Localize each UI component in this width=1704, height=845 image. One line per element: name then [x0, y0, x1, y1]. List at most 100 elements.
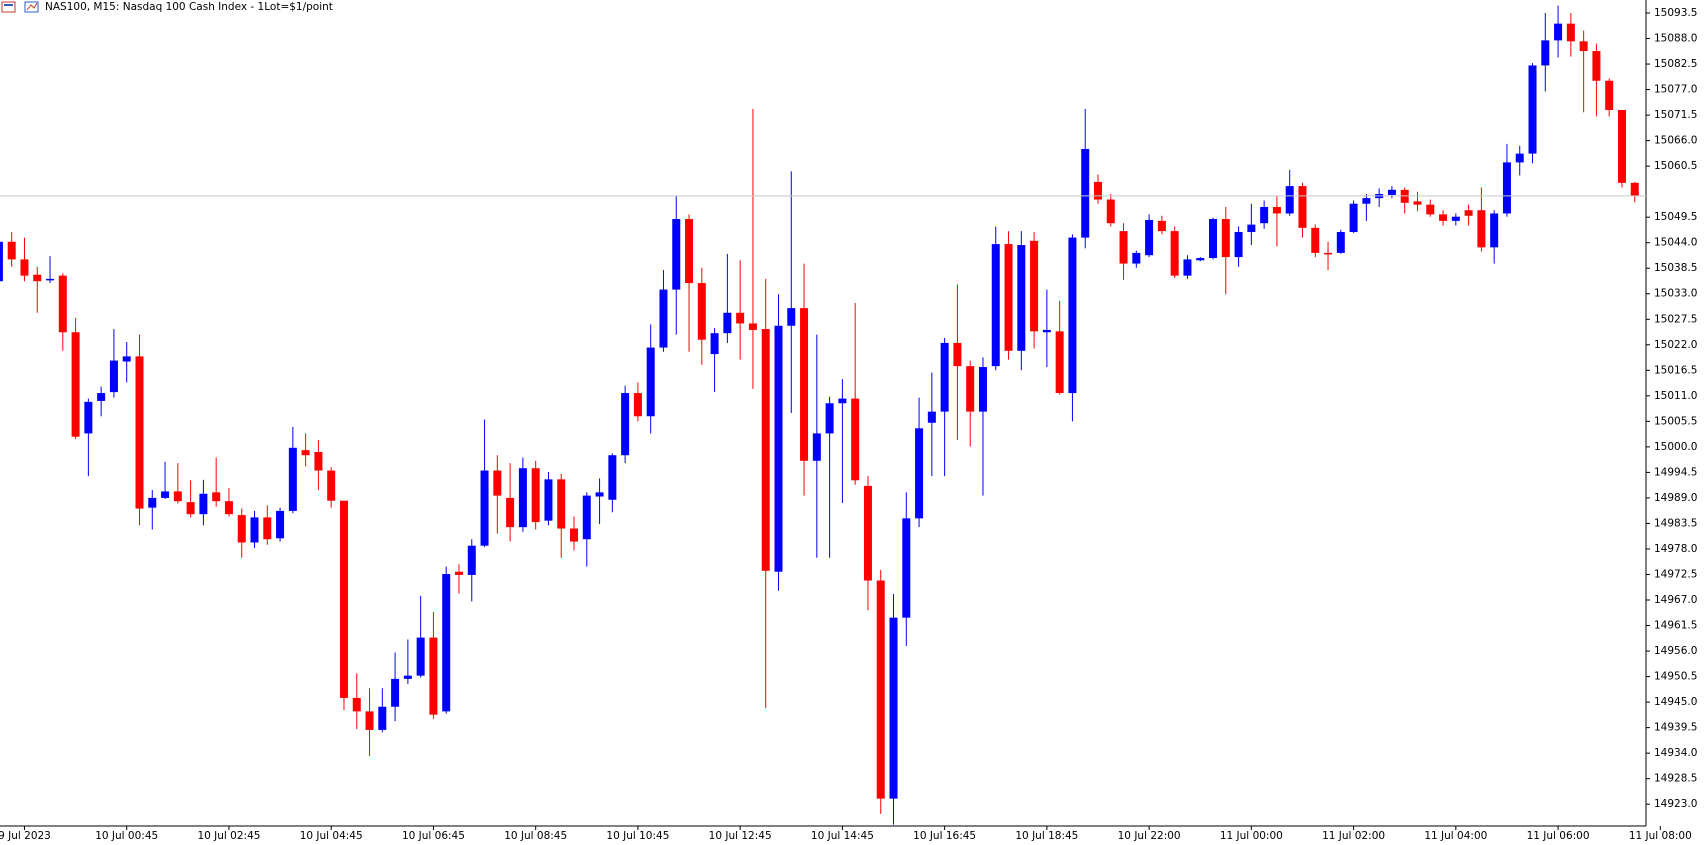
- candle-body: [1464, 210, 1473, 216]
- candle-body: [633, 393, 642, 417]
- x-tick-label: 11 Jul 08:00: [1629, 830, 1692, 842]
- candle-body: [1579, 41, 1588, 52]
- candle-body: [889, 617, 898, 799]
- candle-body: [1055, 331, 1064, 394]
- y-tick-label: 15016.5: [1654, 364, 1697, 376]
- candle-body: [646, 347, 655, 417]
- candle-body: [1017, 245, 1026, 351]
- candle-body: [339, 500, 348, 698]
- candle-body: [327, 470, 336, 501]
- candle-body: [135, 356, 144, 509]
- candle-body: [46, 278, 55, 281]
- candle-body: [161, 491, 170, 498]
- candle-body: [723, 312, 732, 334]
- icon: [26, 2, 38, 11]
- x-tick-label: 11 Jul 04:00: [1424, 830, 1487, 842]
- chart-title: NAS100, M15: Nasdaq 100 Cash Index - 1Lo…: [45, 1, 333, 13]
- candle-body: [1119, 231, 1128, 264]
- candle-body: [391, 678, 400, 707]
- y-tick-label: 14978.0: [1654, 543, 1697, 555]
- y-tick-label: 15066.0: [1654, 135, 1697, 147]
- candle-body: [710, 333, 719, 355]
- x-tick-label: 10 Jul 18:45: [1015, 830, 1078, 842]
- y-tick-label: 14967.0: [1654, 594, 1697, 606]
- candle-body: [1605, 80, 1614, 110]
- candle-body: [774, 325, 783, 572]
- candle-body: [953, 342, 962, 367]
- x-tick-label: 10 Jul 16:45: [913, 830, 976, 842]
- candle-body: [1247, 224, 1256, 233]
- candle-body: [1413, 201, 1422, 205]
- candle-body: [544, 479, 553, 521]
- candle-body: [1285, 186, 1294, 214]
- candle-body: [1260, 206, 1269, 224]
- candle-body: [1336, 232, 1345, 253]
- candle-body: [697, 283, 706, 340]
- candle-body: [838, 398, 847, 404]
- x-tick-label: 9 Jul 2023: [0, 830, 51, 842]
- candle-body: [966, 366, 975, 412]
- candle-body: [378, 706, 387, 730]
- candle-body: [416, 637, 425, 676]
- candle-body: [1617, 109, 1626, 183]
- candle-body: [812, 433, 821, 461]
- y-tick-label: 15033.0: [1654, 288, 1697, 300]
- candle-body: [314, 451, 323, 471]
- y-tick-label: 15000.0: [1654, 441, 1697, 453]
- candle-body: [250, 517, 259, 543]
- y-tick-label: 15038.5: [1654, 262, 1697, 274]
- candle-body: [978, 367, 987, 412]
- candle-body: [1272, 206, 1281, 214]
- candle-body: [97, 393, 106, 401]
- candle-body: [608, 455, 617, 500]
- candle-body: [1132, 252, 1141, 264]
- candle-body: [1298, 186, 1307, 228]
- y-tick-label: 14950.5: [1654, 671, 1697, 683]
- y-tick-label: 15088.0: [1654, 33, 1697, 45]
- candle-body: [736, 312, 745, 324]
- icon: [24, 1, 39, 13]
- candle-body: [186, 502, 195, 515]
- candle-body: [276, 510, 285, 539]
- candle-body: [71, 332, 80, 437]
- candle-body: [148, 497, 157, 508]
- candle-body: [1490, 213, 1499, 248]
- candle-body: [1528, 65, 1537, 154]
- candle-body: [825, 403, 834, 434]
- x-tick-label: 11 Jul 06:00: [1527, 830, 1590, 842]
- candle-body: [199, 493, 208, 515]
- candle-body: [659, 289, 668, 348]
- y-tick-label: 14972.5: [1654, 568, 1697, 580]
- y-tick-label: 14994.5: [1654, 466, 1697, 478]
- candle-body: [915, 428, 924, 519]
- candle-body: [1311, 227, 1320, 253]
- candle-body: [1209, 219, 1218, 259]
- x-tick-label: 11 Jul 00:00: [1220, 830, 1283, 842]
- candle-body: [1451, 216, 1460, 221]
- y-tick-label: 14939.5: [1654, 722, 1697, 734]
- candle-body: [1196, 258, 1205, 261]
- candle-body: [902, 518, 911, 618]
- x-tick-label: 10 Jul 10:45: [606, 830, 669, 842]
- candle-body: [621, 393, 630, 456]
- y-tick-label: 15060.5: [1654, 160, 1697, 172]
- y-tick-label: 15005.5: [1654, 415, 1697, 427]
- candle-body: [876, 580, 885, 799]
- candle-body: [685, 219, 694, 284]
- candle-body: [263, 517, 272, 540]
- candle-body: [863, 485, 872, 581]
- candle-body: [1566, 23, 1575, 42]
- candle-body: [33, 274, 42, 282]
- candle-body: [787, 308, 796, 326]
- candle-body: [1324, 252, 1333, 255]
- x-tick-label: 10 Jul 08:45: [504, 830, 567, 842]
- candle-body: [582, 495, 591, 540]
- candle-body: [365, 711, 374, 730]
- candle-body: [800, 308, 809, 461]
- candle-body: [557, 479, 566, 529]
- candle-body: [288, 447, 297, 511]
- x-tick-label: 10 Jul 04:45: [300, 830, 363, 842]
- candle-body: [454, 571, 463, 575]
